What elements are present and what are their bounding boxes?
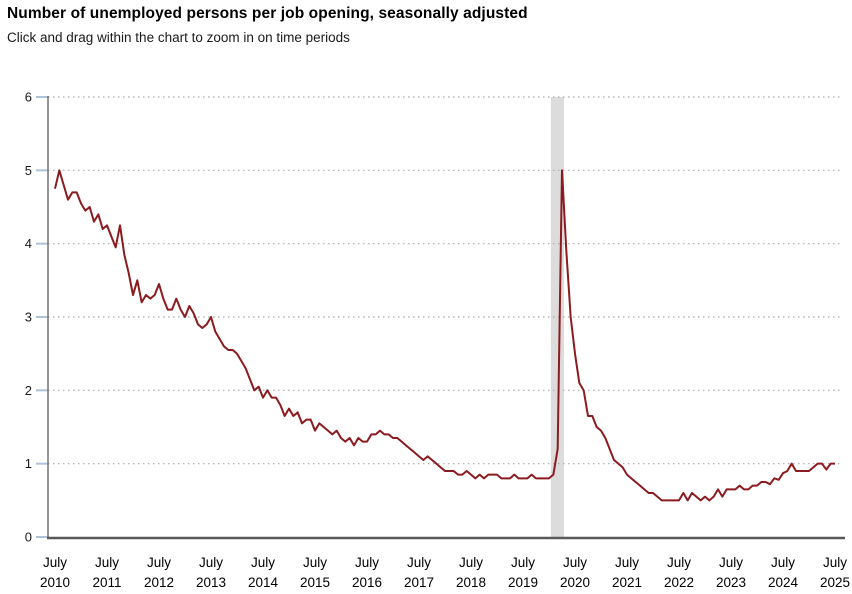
x-tick-label-year-2024: 2024 (768, 575, 799, 590)
x-tick-label-year-2021: 2021 (612, 575, 642, 590)
y-tick-label-6: 6 (25, 90, 32, 105)
chart-subtitle: Click and drag within the chart to zoom … (7, 30, 350, 45)
chart-header: Number of unemployed persons per job ope… (7, 5, 528, 45)
x-tick-label-month-2020: July (563, 555, 587, 570)
x-tick-label-year-2010: 2010 (40, 575, 70, 590)
x-tick-label-month-2023: July (719, 555, 743, 570)
x-tick-label-year-2012: 2012 (144, 575, 174, 590)
y-tick-label-1: 1 (25, 456, 32, 471)
x-tick-label-month-2010: July (43, 555, 67, 570)
x-tick-label-year-2017: 2017 (404, 575, 434, 590)
x-tick-label-year-2013: 2013 (196, 575, 226, 590)
x-tick-label-year-2023: 2023 (716, 575, 746, 590)
y-tick-label-3: 3 (25, 310, 32, 325)
x-tick-label-month-2025: July (823, 555, 847, 570)
y-tick-label-0: 0 (25, 530, 32, 545)
x-tick-label-year-2018: 2018 (456, 575, 486, 590)
x-tick-label-month-2018: July (459, 555, 483, 570)
series-line-unemployed-per-job-opening (54, 169, 835, 502)
x-tick-label-month-2017: July (407, 555, 431, 570)
x-tick-label-month-2014: July (251, 555, 275, 570)
x-tick-label-month-2022: July (667, 555, 691, 570)
recession-shading-band (550, 97, 564, 537)
x-tick-label-year-2020: 2020 (560, 575, 590, 590)
x-tick-label-month-2021: July (615, 555, 639, 570)
x-tick-label-month-2012: July (147, 555, 171, 570)
x-tick-label-year-2019: 2019 (508, 575, 538, 590)
x-tick-label-month-2011: July (95, 555, 119, 570)
x-tick-label-month-2024: July (771, 555, 795, 570)
x-tick-label-year-2022: 2022 (664, 575, 694, 590)
x-tick-label-year-2015: 2015 (300, 575, 330, 590)
x-tick-label-year-2011: 2011 (92, 575, 121, 590)
x-tick-label-month-2015: July (303, 555, 327, 570)
y-tick-label-5: 5 (25, 163, 32, 178)
x-tick-label-year-2016: 2016 (352, 575, 382, 590)
x-tick-label-month-2019: July (511, 555, 535, 570)
x-tick-label-year-2025: 2025 (820, 575, 850, 590)
chart-title: Number of unemployed persons per job ope… (7, 5, 528, 22)
x-tick-label-month-2013: July (199, 555, 223, 570)
x-tick-label-month-2016: July (355, 555, 379, 570)
x-tick-label-year-2014: 2014 (248, 575, 279, 590)
y-tick-label-4: 4 (25, 236, 32, 251)
y-tick-label-2: 2 (25, 383, 32, 398)
